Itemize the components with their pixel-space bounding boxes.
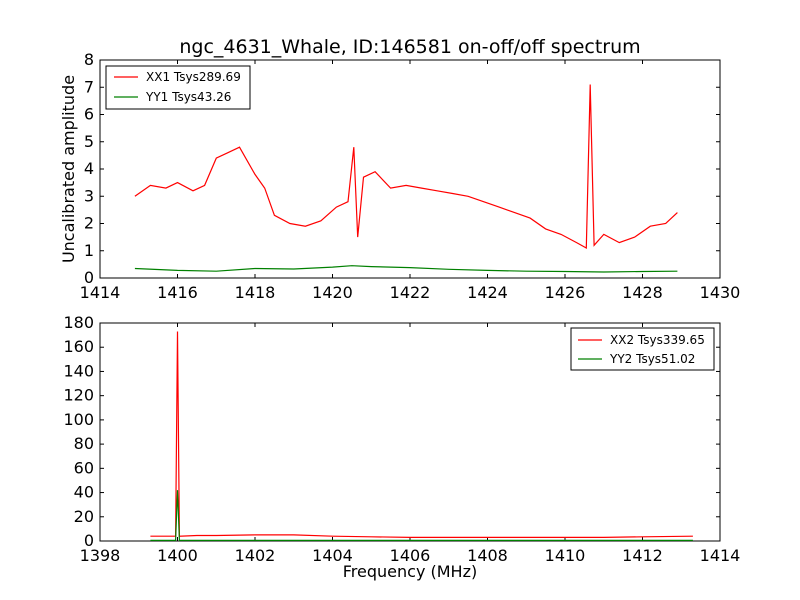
x-tick-label: 1422	[390, 283, 431, 302]
top-subplot: 1414 1416 1418 1420 1422 1424 1426 1428 1430 0 1 2 3…	[59, 50, 740, 302]
y-tick-label: 7	[84, 77, 94, 96]
series-line-yy1	[134, 265, 678, 273]
bottom-x-axis-label: Frequency (MHz)	[343, 562, 477, 581]
y-tick-label: 2	[84, 214, 94, 233]
x-tick-label: 1404	[312, 546, 353, 565]
y-tick-label: 120	[63, 386, 94, 405]
x-tick-label: 1430	[700, 283, 741, 302]
legend-label-yy2: YY2 Tsys51.02	[609, 352, 695, 366]
x-tick-label: 1402	[235, 546, 276, 565]
y-tick-label: 140	[63, 361, 94, 380]
y-tick-label: 160	[63, 337, 94, 356]
y-tick-label: 80	[74, 434, 94, 453]
x-tick-label: 1400	[157, 546, 198, 565]
y-tick-label: 0	[84, 531, 94, 550]
series-line-xx2	[150, 331, 693, 539]
y-tick-label: 20	[74, 507, 94, 526]
y-tick-label: 1	[84, 241, 94, 260]
bottom-subplot: 1398 1400 1402 1404 1406 1408 1410 1412 1414 0 20 4…	[63, 313, 740, 581]
x-tick-label: 1428	[622, 283, 663, 302]
x-tick-label: 1420	[312, 283, 353, 302]
top-axis-ticks: 1414 1416 1418 1420 1422 1424 1426 1428 1430 0 1 2 3…	[80, 50, 741, 302]
bottom-series	[150, 331, 693, 542]
legend-label-xx2: XX2 Tsys339.65	[610, 333, 705, 347]
top-y-axis-label: Uncalibrated amplitude	[59, 75, 78, 263]
x-tick-label: 1408	[467, 546, 508, 565]
y-tick-label: 60	[74, 458, 94, 477]
legend-label-yy1: YY1 Tsys43.26	[145, 90, 231, 104]
bottom-axis-ticks: 1398 1400 1402 1404 1406 1408 1410 1412 1414 0 20 4…	[63, 313, 740, 565]
x-tick-label: 1416	[157, 283, 198, 302]
x-tick-label: 1406	[390, 546, 431, 565]
y-tick-label: 0	[84, 268, 94, 287]
x-tick-label: 1414	[700, 546, 741, 565]
y-tick-label: 8	[84, 50, 94, 69]
x-tick-label: 1418	[235, 283, 276, 302]
y-tick-label: 5	[84, 132, 94, 151]
top-series	[134, 84, 678, 273]
x-tick-label: 1412	[622, 546, 663, 565]
y-tick-label: 6	[84, 105, 94, 124]
x-tick-label: 1426	[545, 283, 586, 302]
bottom-legend: XX2 Tsys339.65 YY2 Tsys51.02	[570, 327, 715, 371]
chart-title: ngc_4631_Whale, ID:146581 on-off/off spe…	[179, 36, 640, 58]
y-tick-label: 4	[84, 159, 94, 178]
series-line-xx1	[134, 84, 678, 250]
x-tick-label: 1398	[80, 546, 121, 565]
x-tick-label: 1414	[80, 283, 121, 302]
x-tick-label: 1410	[545, 546, 586, 565]
series-line-yy2	[150, 490, 693, 542]
y-tick-label: 100	[63, 410, 94, 429]
y-tick-label: 180	[63, 313, 94, 332]
top-legend: XX1 Tsys289.69 YY1 Tsys43.26	[105, 65, 251, 110]
legend-label-xx1: XX1 Tsys289.69	[146, 70, 241, 84]
x-tick-label: 1424	[467, 283, 508, 302]
y-tick-label: 40	[74, 483, 94, 502]
y-tick-label: 3	[84, 186, 94, 205]
